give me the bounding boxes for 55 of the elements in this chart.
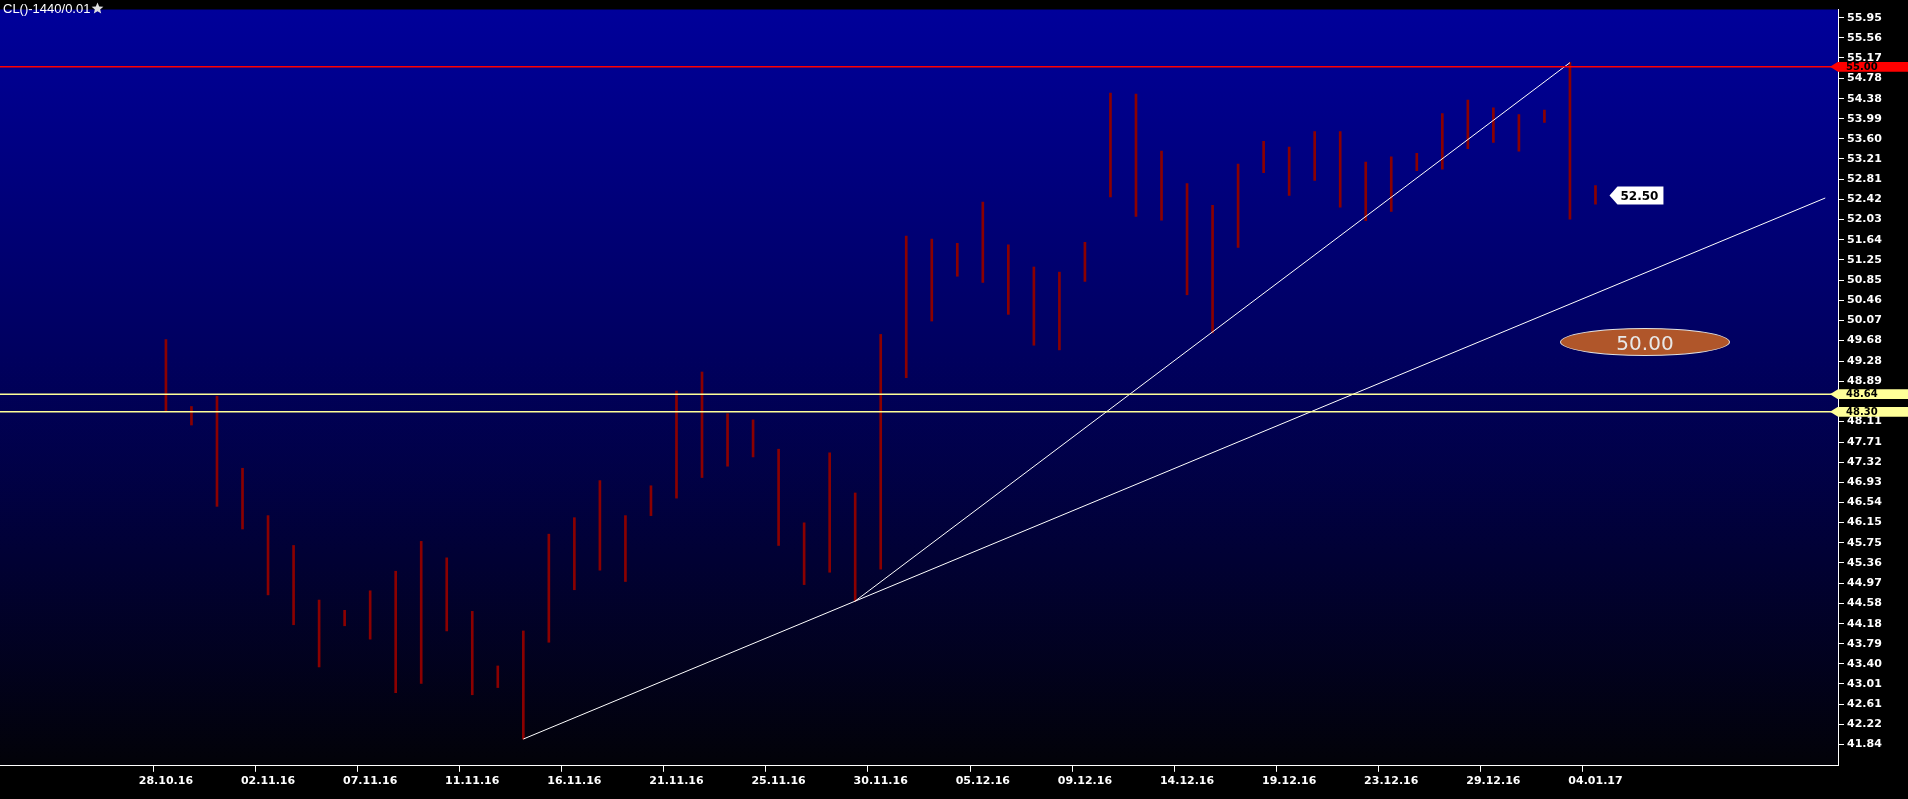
x-tick-label: 02.11.16 xyxy=(240,774,296,788)
y-tick-label: 41.84 xyxy=(1847,737,1883,751)
y-tick-label: 43.01 xyxy=(1847,676,1882,690)
y-tick-label: 42.61 xyxy=(1847,697,1882,711)
y-tick-label: 45.36 xyxy=(1847,555,1883,569)
y-tick-label: 49.68 xyxy=(1847,333,1882,347)
chart-title: CL()-1440/0.01 xyxy=(3,1,91,16)
y-tick-label: 49.28 xyxy=(1847,354,1882,368)
y-tick-label: 45.75 xyxy=(1847,535,1882,549)
y-tick-label: 43.79 xyxy=(1847,636,1882,650)
y-tick-label: 46.93 xyxy=(1847,475,1882,489)
y-tick-label: 51.25 xyxy=(1847,252,1882,266)
y-tick-label: 52.81 xyxy=(1847,172,1882,186)
y-tick-label: 50.46 xyxy=(1847,293,1883,307)
x-tick-label: 23.12.16 xyxy=(1364,774,1419,788)
x-tick-label: 05.12.16 xyxy=(955,774,1011,788)
y-tick-label: 53.99 xyxy=(1847,111,1882,125)
y-tick-label: 54.38 xyxy=(1847,91,1882,105)
y-tick-label: 44.97 xyxy=(1847,575,1882,589)
y-tick-label: 42.22 xyxy=(1847,717,1882,731)
y-tick-label: 55.95 xyxy=(1847,10,1882,24)
y-tick-label: 46.54 xyxy=(1847,495,1883,509)
x-tick-label: 14.12.16 xyxy=(1159,774,1215,788)
y-tick-label: 46.15 xyxy=(1847,515,1882,529)
x-tick-label: 29.12.16 xyxy=(1466,774,1521,788)
x-tick-label: 04.01.17 xyxy=(1568,774,1623,788)
y-tick-label: 53.60 xyxy=(1847,131,1883,145)
y-tick-label: 43.40 xyxy=(1847,656,1883,670)
annotation: 52.50 xyxy=(1620,188,1659,203)
ref-line-label: 48.30 xyxy=(1846,405,1878,417)
y-tick-label: 51.64 xyxy=(1847,232,1883,246)
y-tick-label: 54.78 xyxy=(1847,70,1882,84)
y-tick-label: 47.71 xyxy=(1847,434,1882,448)
y-tick-label: 55.56 xyxy=(1847,30,1883,44)
x-tick-label: 07.11.16 xyxy=(343,774,398,788)
y-tick-label: 53.21 xyxy=(1847,151,1882,165)
y-tick-label: 48.11 xyxy=(1847,414,1882,428)
y-tick-label: 44.58 xyxy=(1847,595,1882,609)
x-tick-label: 11.11.16 xyxy=(445,774,500,788)
x-tick-label: 21.11.16 xyxy=(649,774,704,788)
y-tick-label: 50.07 xyxy=(1847,313,1882,327)
x-tick-label: 28.10.16 xyxy=(138,774,194,788)
x-tick-label: 25.11.16 xyxy=(751,774,807,788)
y-tick-label: 48.89 xyxy=(1847,374,1882,388)
y-tick-label: 50.85 xyxy=(1847,273,1882,287)
x-tick-label: 30.11.16 xyxy=(853,774,909,788)
x-tick-label: 09.12.16 xyxy=(1057,774,1113,788)
y-tick-label: 44.18 xyxy=(1847,616,1882,630)
ref-line-label: 48.64 xyxy=(1846,388,1878,400)
x-tick-label: 19.12.16 xyxy=(1262,774,1317,788)
y-tick-label: 52.03 xyxy=(1847,212,1882,226)
y-tick-label: 52.42 xyxy=(1847,192,1882,206)
x-tick-label: 16.11.16 xyxy=(547,774,602,788)
y-tick-label: 47.32 xyxy=(1847,454,1882,468)
ref-line-label: 55.00 xyxy=(1846,60,1878,72)
